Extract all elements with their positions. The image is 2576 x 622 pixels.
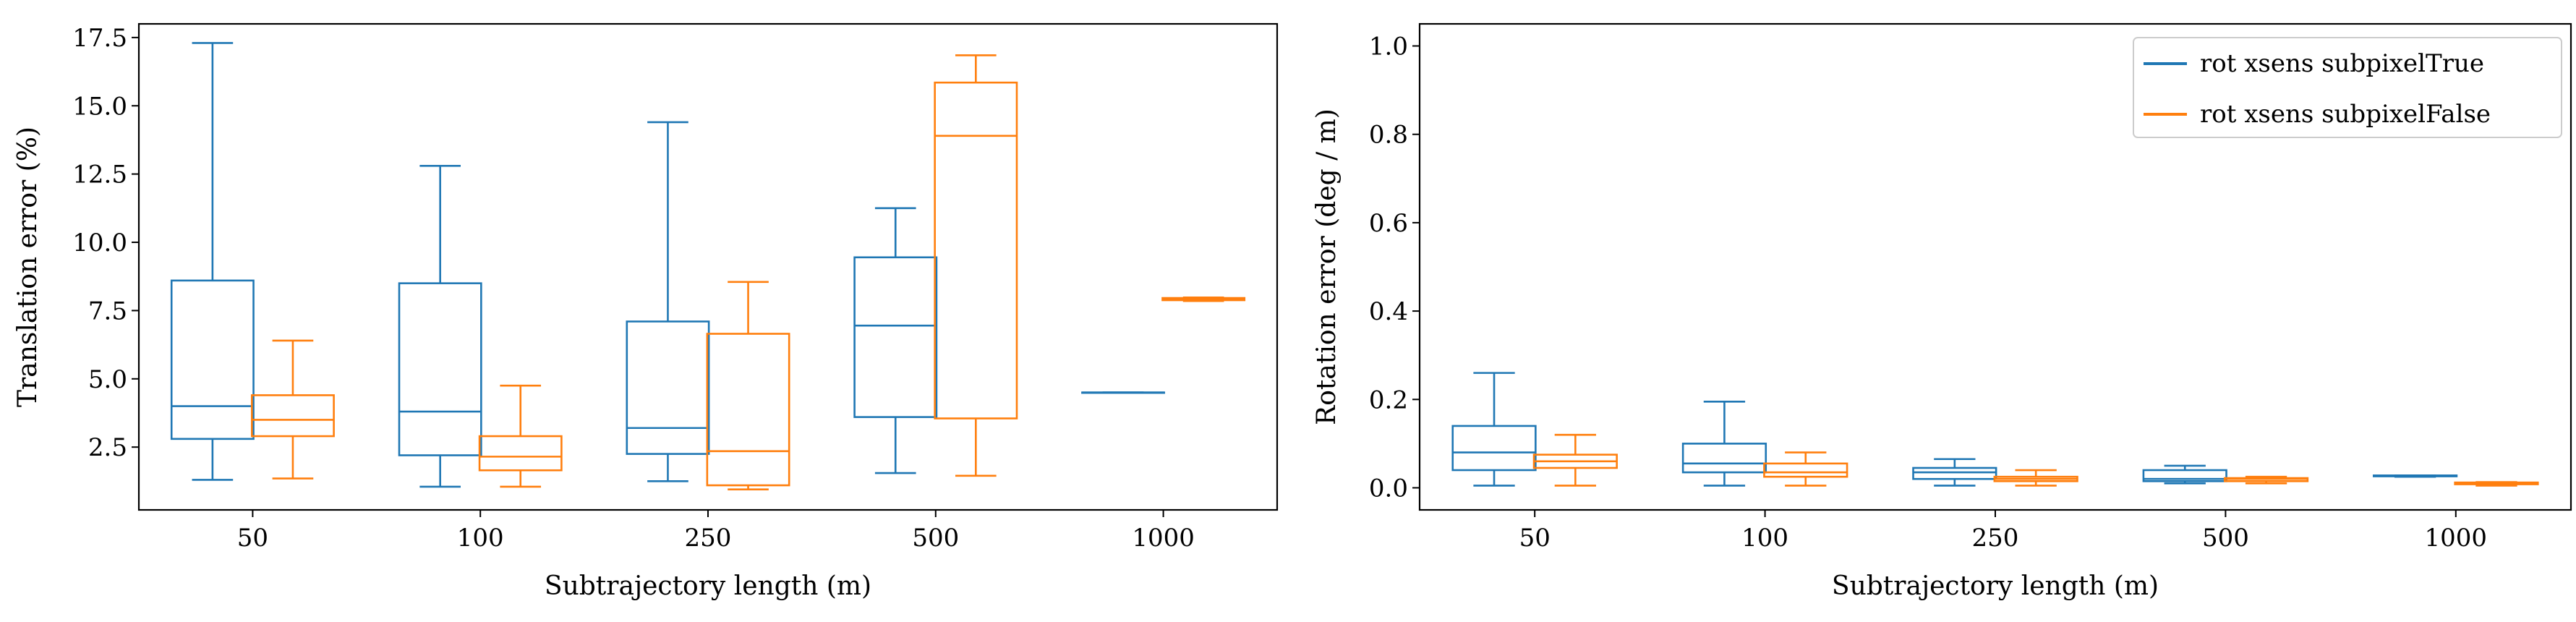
box-1000-series-1 <box>1161 296 1246 302</box>
box-250-series-0 <box>1912 458 1997 487</box>
y-tick-label: 0.8 <box>1369 121 1408 150</box>
x-tick-label: 1000 <box>1132 524 1195 553</box>
y-tick-label: 0.2 <box>1369 385 1408 414</box>
rotation-error-panel: 0.0 0.2 0.4 0.6 0.8 1.0 50 100 250 500 1000 Subtraj… <box>1312 22 2572 601</box>
y-axis-label: Rotation error (deg / m) <box>1312 108 1342 425</box>
x-tick-label: 500 <box>2202 524 2249 553</box>
box-50-series-0 <box>1451 372 1537 487</box>
x-tick-label: 50 <box>1519 524 1551 553</box>
iqr-box <box>934 81 1018 419</box>
legend-frame <box>2133 37 2562 138</box>
x-tick-label: 500 <box>912 524 959 553</box>
translation-error-panel: 2.5 5.0 7.5 10.0 12.5 15.0 17.5 50 100 250 500 1000… <box>13 22 1279 601</box>
legend-label: rot xsens subpixelTrue <box>2200 49 2484 78</box>
box-1000-series-0 <box>2373 474 2458 478</box>
iqr-box <box>626 320 710 455</box>
box-1000-series-1 <box>2454 481 2539 487</box>
x-tick-label: 50 <box>237 524 268 553</box>
box-100-series-1 <box>478 384 563 488</box>
box-100-series-1 <box>1763 451 1848 487</box>
legend-label: rot xsens subpixelFalse <box>2200 100 2491 129</box>
iqr-box <box>706 333 790 487</box>
y-tick-label: 7.5 <box>88 297 127 325</box>
legend: rot xsens subpixelTrue rot xsens subpixel… <box>2133 37 2562 138</box>
y-tick-label: 0.0 <box>1369 474 1408 503</box>
box-50-series-1 <box>250 339 335 480</box>
iqr-box <box>1451 425 1537 472</box>
box-250-series-1 <box>1993 469 2078 487</box>
box-50-series-1 <box>1532 433 1618 487</box>
box-100-series-0 <box>1681 401 1767 487</box>
y-tick-label: 17.5 <box>72 24 127 53</box>
x-tick-label: 1000 <box>2425 524 2488 553</box>
iqr-box <box>1912 466 1997 480</box>
iqr-box <box>1763 462 1848 478</box>
y-tick-label: 12.5 <box>72 161 127 189</box>
y-tick-label: 1.0 <box>1369 33 1408 61</box>
box-500-series-0 <box>2142 464 2227 485</box>
iqr-box <box>2142 469 2227 482</box>
box-500-series-1 <box>2223 475 2309 485</box>
y-tick-label: 5.0 <box>88 365 127 394</box>
x-axis-label: Subtrajectory length (m) <box>545 571 871 601</box>
box-500-series-0 <box>853 207 938 474</box>
y-tick-label: 0.6 <box>1369 209 1408 238</box>
box-250-series-0 <box>626 121 710 482</box>
box-50-series-0 <box>170 42 255 481</box>
x-axis-label: Subtrajectory length (m) <box>1832 571 2159 601</box>
iqr-box <box>478 435 563 472</box>
y-tick-label: 10.0 <box>72 229 127 257</box>
y-tick-label: 0.4 <box>1369 297 1408 326</box>
iqr-box <box>250 394 335 438</box>
iqr-box <box>170 279 255 440</box>
x-tick-label: 250 <box>1972 524 2019 553</box>
y-axis-label: Translation error (%) <box>13 127 43 407</box>
box-250-series-1 <box>706 281 790 490</box>
iqr-box <box>853 256 938 418</box>
x-tick-label: 100 <box>457 524 504 553</box>
x-tick-label: 250 <box>685 524 732 553</box>
box-100-series-0 <box>398 165 482 488</box>
x-tick-label: 100 <box>1741 524 1788 553</box>
box-500-series-1 <box>934 54 1018 477</box>
y-tick-label: 2.5 <box>88 433 127 462</box>
iqr-box <box>1681 443 1767 474</box>
iqr-box <box>398 282 482 456</box>
y-tick-label: 15.0 <box>72 92 127 121</box>
